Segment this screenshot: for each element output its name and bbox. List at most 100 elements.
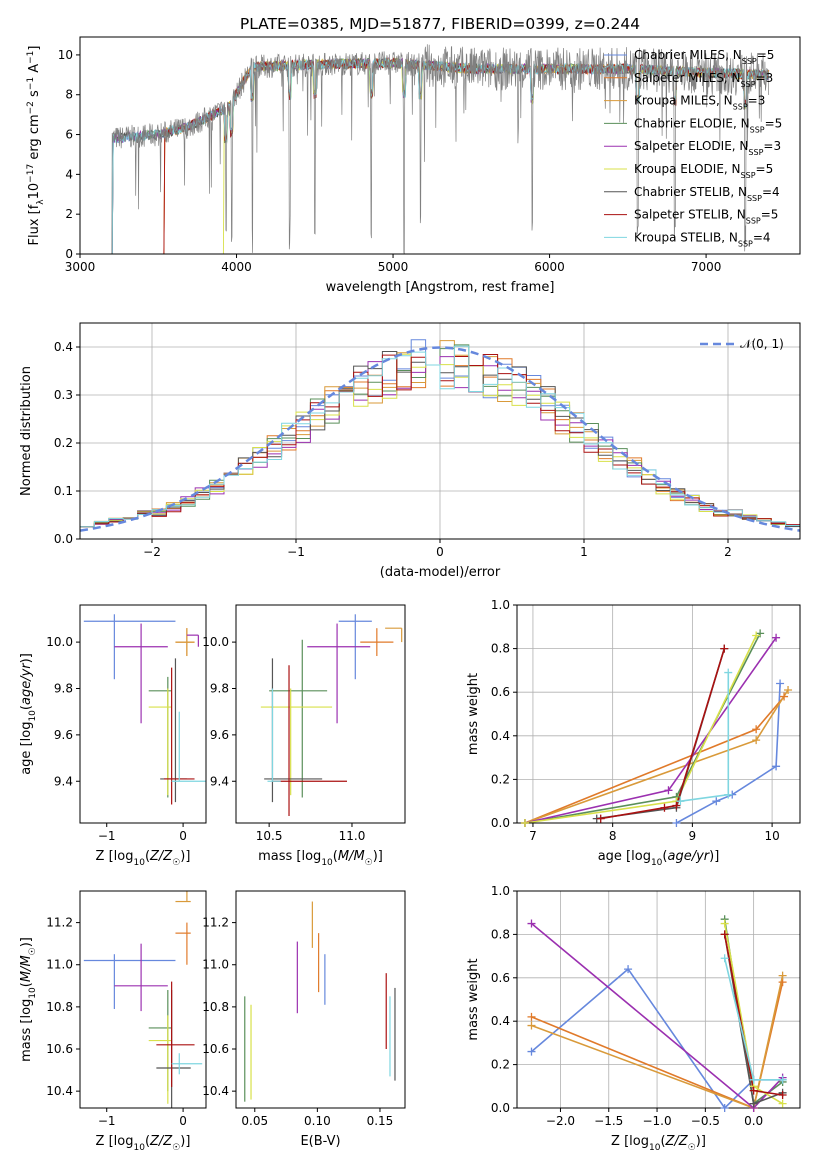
x-tick-label: −1	[98, 1114, 116, 1128]
data-point-marker	[749, 1086, 758, 1095]
panel-residuals: −2 −1 0 1 2 0.0 0.1 0.2 0.3 0.4 (data-model)/error…	[19, 322, 801, 580]
data-point-marker	[778, 1090, 787, 1099]
data-point-marker	[712, 797, 721, 806]
data-point-marker	[520, 819, 529, 827]
plot-area	[260, 614, 403, 817]
panel-age-vs-mass: 10.5 11.0 9.4 9.6 9.8 10.0 mass [log10(M/M☉)]	[202, 604, 406, 868]
x-tick-label: 0.0	[744, 1114, 763, 1128]
plot-area	[524, 632, 789, 823]
y-tick-label: 11.0	[202, 958, 229, 972]
x-axis-label: mass [log10(M/M☉)]	[258, 849, 383, 868]
x-tick-label: −2	[143, 545, 161, 559]
panel-age-vs-Z: −1 0 9.4 9.6 9.8 10.0 Z [log10(Z/Z☉)] age [log1…	[19, 604, 207, 868]
data-point-marker	[664, 786, 673, 795]
plot-area	[83, 891, 203, 1108]
y-tick-label: 11.2	[46, 916, 73, 930]
x-axis-label: age [log10(age/yr)]	[598, 849, 720, 868]
data-point-marker	[672, 801, 681, 810]
normal-curve	[80, 346, 800, 532]
data-spectrum-line	[111, 44, 770, 254]
axes-frame	[235, 890, 406, 1109]
axes-frame	[516, 604, 801, 824]
y-tick-label: 0.4	[491, 1014, 510, 1028]
x-tick-label: 1	[580, 545, 588, 559]
x-axis-label: Z [log10(Z/Z☉)]	[611, 1134, 706, 1153]
panel-mass-vs-Z: −1 0 10.4 10.6 10.8 11.0 11.2 Z [log10(Z/Z☉)] ma…	[19, 890, 207, 1153]
data-point-marker	[527, 919, 536, 928]
legend-entry: Salpeter ELODIE, NSSP=3	[634, 139, 781, 157]
y-tick-label: 0.8	[491, 642, 510, 656]
data-point-marker	[749, 1075, 758, 1084]
y-axis-label: mass weight	[466, 673, 481, 755]
y-tick-label: 8	[65, 88, 73, 102]
legend-entry: Kroupa STELIB, NSSP=4	[634, 230, 771, 248]
x-tick-label: 0	[436, 545, 444, 559]
panel-mass-weight-vs-Z: −2.0 −1.5 −1.0 −0.5 0.0 0.0 0.2 0.4 0.6 0.8 1.0 Z […	[466, 884, 801, 1153]
plot-area	[244, 901, 396, 1102]
y-tick-label: 10.4	[46, 1084, 73, 1098]
panel-spectrum: 3000 4000 5000 6000 7000 0 2 4 6 8 10 wavelength [A…	[26, 36, 801, 295]
x-tick-label: 4000	[221, 260, 252, 274]
y-axis-label: age [log10(age/yr)]	[19, 653, 38, 775]
data-point-marker	[720, 644, 729, 653]
panel-mass-vs-ebv: 0.05 0.10 0.15 10.4 10.6 10.8 11.0 11.2 E(B-V)	[202, 890, 406, 1149]
legend-entry: Salpeter MILES, NSSP=3	[634, 71, 773, 89]
figure-title: PLATE=0385, MJD=51877, FIBERID=0399, z=0…	[240, 15, 640, 33]
x-tick-label: −2.0	[546, 1114, 575, 1128]
data-point-marker	[778, 1075, 787, 1084]
mass-weight-line	[530, 922, 784, 1108]
plot-area	[111, 44, 770, 254]
mass-weight-line	[531, 981, 784, 1108]
y-tick-label: 9.4	[54, 774, 73, 788]
x-axis-label: Z [log10(Z/Z☉)]	[96, 849, 191, 868]
y-tick-label: 0.3	[54, 388, 73, 402]
data-point-marker	[720, 930, 729, 939]
axes-frame	[79, 604, 207, 824]
legend: Chabrier MILES, NSSP=5 Salpeter MILES, NS…	[604, 48, 782, 248]
axes-frame	[516, 890, 801, 1109]
y-tick-label: 11.2	[202, 916, 229, 930]
y-tick-label: 10.0	[46, 635, 73, 649]
y-tick-label: 0.0	[491, 816, 510, 830]
x-axis-label: (data-model)/error	[380, 565, 501, 580]
mass-weight-line	[600, 648, 726, 820]
data-point-marker	[527, 1047, 536, 1056]
y-axis-label: Normed distribution	[19, 366, 34, 496]
x-tick-label: 8	[609, 829, 617, 843]
data-point-marker	[778, 971, 787, 980]
data-point-marker	[624, 965, 633, 974]
x-axis-label: E(B-V)	[300, 1134, 340, 1149]
legend-entry: Chabrier MILES, NSSP=5	[634, 48, 774, 66]
plot-area	[80, 339, 800, 532]
legend-entry: Chabrier STELIB, NSSP=4	[634, 185, 780, 203]
x-tick-label: 0	[179, 1114, 187, 1128]
y-tick-label: 9.8	[54, 681, 73, 695]
y-tick-label: 1.0	[491, 598, 510, 612]
y-tick-label: 0.0	[491, 1101, 510, 1115]
x-tick-label: −1	[98, 829, 116, 843]
data-point-marker	[772, 633, 781, 642]
x-tick-label: 0.15	[367, 1114, 394, 1128]
y-axis-label: mass [log10(M/M☉)]	[19, 937, 38, 1062]
legend-entry: Kroupa MILES, NSSP=3	[634, 94, 765, 112]
y-tick-label: 0.6	[491, 971, 510, 985]
y-tick-label: 10.8	[202, 1000, 229, 1014]
data-point-marker	[778, 1099, 787, 1108]
y-tick-label: 10.6	[202, 1042, 229, 1056]
y-tick-label: 0.2	[491, 1058, 510, 1072]
plot-area	[83, 614, 206, 805]
y-tick-label: 10.8	[46, 1000, 73, 1014]
y-tick-label: 1.0	[491, 884, 510, 898]
y-tick-label: 6	[65, 128, 73, 142]
x-axis-label: wavelength [Angstrom, rest frame]	[326, 280, 555, 295]
y-tick-label: 10	[58, 48, 73, 62]
mass-weight-line	[531, 975, 784, 1108]
data-point-marker	[780, 692, 789, 701]
x-tick-label: 10.5	[256, 829, 283, 843]
y-tick-label: 10.4	[202, 1084, 229, 1098]
x-axis-label: Z [log10(Z/Z☉)]	[96, 1134, 191, 1153]
legend-entry: Chabrier ELODIE, NSSP=5	[634, 116, 782, 133]
y-tick-label: 0.4	[491, 729, 510, 743]
mass-weight-line	[596, 648, 726, 820]
